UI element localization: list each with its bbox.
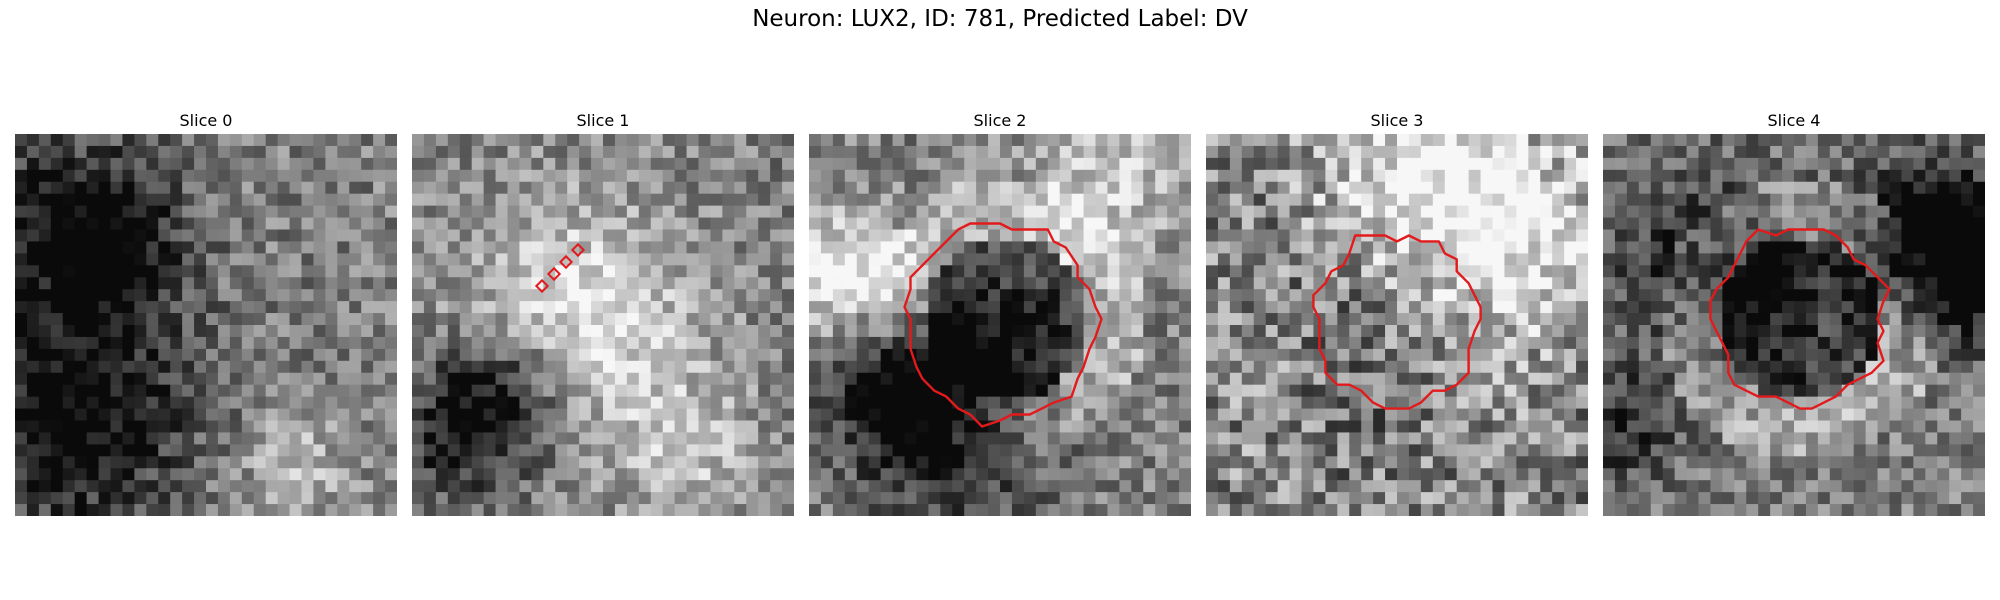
pixel-grid <box>15 134 397 516</box>
slice-image-3 <box>1206 134 1588 516</box>
pixel-grid <box>412 134 794 516</box>
slice-panel-2: Slice 2 <box>809 108 1191 516</box>
slice-image-2 <box>809 134 1191 516</box>
roi-marker <box>546 266 562 282</box>
pixel-grid <box>1206 134 1588 516</box>
cell-contour <box>1709 228 1891 410</box>
slice-panel-4: Slice 4 <box>1603 108 1985 516</box>
slice-image-0 <box>15 134 397 516</box>
roi-marker <box>534 278 550 294</box>
slice-panel-3: Slice 3 <box>1206 108 1588 516</box>
slice-image-4 <box>1603 134 1985 516</box>
slice-title-3: Slice 3 <box>1370 111 1424 130</box>
slice-panel-1: Slice 1 <box>412 108 794 516</box>
roi-markers <box>534 242 586 294</box>
cell-contour <box>903 222 1103 428</box>
figure-title: Neuron: LUX2, ID: 781, Predicted Label: … <box>752 6 1248 32</box>
roi-marker <box>570 242 586 258</box>
slice-title-1: Slice 1 <box>576 111 630 130</box>
slice-title-2: Slice 2 <box>973 111 1027 130</box>
slice-title-0: Slice 0 <box>179 111 233 130</box>
roi-marker <box>558 254 574 270</box>
slice-panel-0: Slice 0 <box>15 108 397 516</box>
pixel-grid <box>809 134 1191 516</box>
pixel-grid <box>1603 134 1985 516</box>
cell-contour <box>1312 234 1482 410</box>
slice-image-1 <box>412 134 794 516</box>
slice-title-4: Slice 4 <box>1767 111 1821 130</box>
